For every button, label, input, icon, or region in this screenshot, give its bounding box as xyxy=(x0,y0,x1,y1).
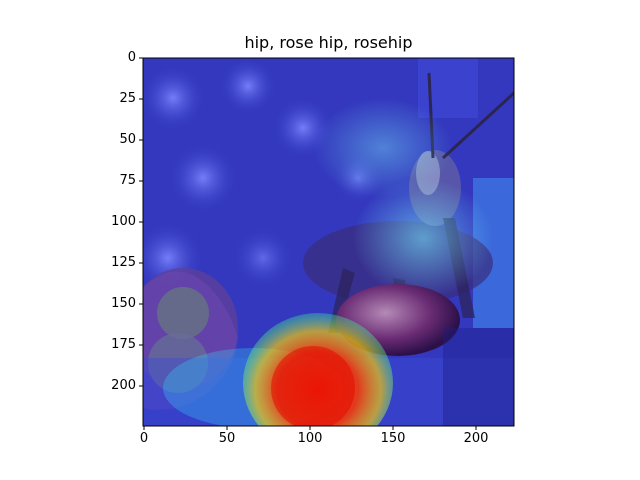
y-tick-label: 150 xyxy=(111,296,136,311)
y-tick-label: 175 xyxy=(111,337,136,352)
y-tick-label: 25 xyxy=(119,91,136,106)
y-tick-label: 75 xyxy=(119,173,136,188)
x-tick-label: 200 xyxy=(463,431,489,446)
image-axes xyxy=(143,58,514,426)
figure-title: hip, rose hip, rosehip xyxy=(244,33,413,52)
x-tick-label: 50 xyxy=(218,431,236,446)
y-tick-label: 50 xyxy=(119,132,136,147)
x-tick-label: 100 xyxy=(297,431,323,446)
x-tick-label: 0 xyxy=(139,431,149,446)
heatmap-image xyxy=(143,58,514,426)
y-tick-label: 100 xyxy=(111,214,136,229)
y-tick-label: 200 xyxy=(111,378,136,393)
y-tick-label: 0 xyxy=(127,50,136,65)
x-tick-label: 150 xyxy=(380,431,406,446)
y-tick-label: 125 xyxy=(111,255,136,270)
